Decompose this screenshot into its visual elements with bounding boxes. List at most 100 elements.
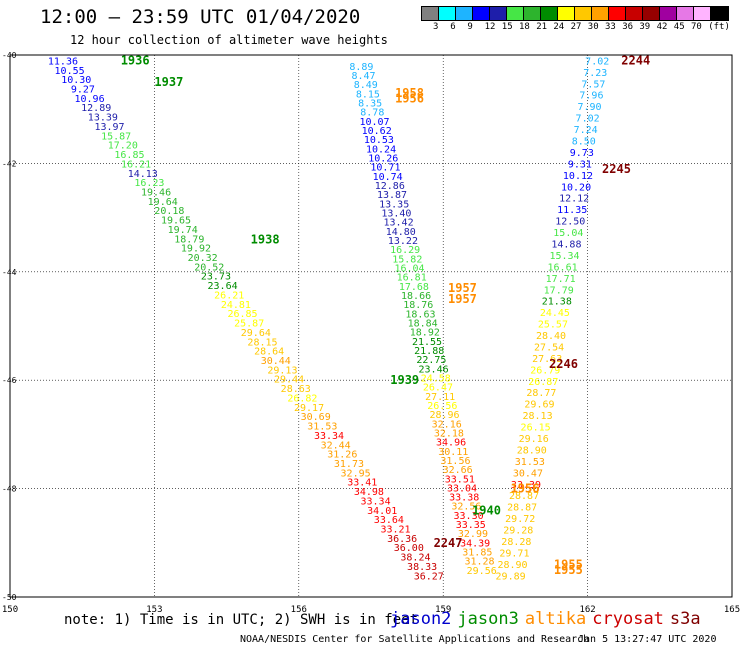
wave-height-label: 23.46 xyxy=(419,364,449,375)
wave-height-label: 19.92 xyxy=(181,244,211,255)
wave-height-label: 8.35 xyxy=(358,98,382,109)
wave-height-label: 29.16 xyxy=(519,434,549,445)
wave-height-label: 31.73 xyxy=(334,459,364,470)
wave-height-label: 19.65 xyxy=(161,216,191,227)
wave-height-label: 28.77 xyxy=(526,388,556,399)
wave-height-label: 18.92 xyxy=(410,328,440,339)
wave-height-label: 9.27 xyxy=(71,85,95,96)
wave-height-label: 23.73 xyxy=(201,272,231,283)
colorbar-tick-label: 3 xyxy=(433,22,439,32)
colorbar-swatch xyxy=(660,7,677,20)
colorbar-tick-label: 36 xyxy=(622,22,634,32)
wave-height-label: 27.63 xyxy=(532,354,562,365)
legend-item-jason3: jason3 xyxy=(457,609,519,629)
pass-number-label: 1958 xyxy=(395,86,424,100)
wave-height-label: 12.12 xyxy=(559,194,589,205)
legend-item-altika: altika xyxy=(524,609,587,629)
wave-height-label: 10.55 xyxy=(55,66,85,77)
wave-height-label: 15.87 xyxy=(101,131,131,142)
wave-height-label: 10.71 xyxy=(370,163,400,174)
colorbar-tick-label: 27 xyxy=(570,22,582,32)
wave-height-label: 28.96 xyxy=(429,410,459,421)
colorbar-tick-label: 70 xyxy=(691,22,702,32)
colorbar-swatch xyxy=(575,7,592,20)
x-tick-label: 165 xyxy=(724,605,740,615)
wave-height-label: 26.15 xyxy=(521,423,551,434)
wave-height-label: 28.87 xyxy=(507,503,537,514)
wave-height-label: 29.89 xyxy=(496,571,526,582)
wave-height-label: 9.73 xyxy=(570,148,594,159)
wave-height-label: 10.20 xyxy=(561,182,591,193)
wave-height-label: 16.23 xyxy=(134,178,164,189)
pass-number-label: 1957 xyxy=(448,281,477,295)
wave-height-label: 29.13 xyxy=(267,365,297,376)
wave-height-label: 28.15 xyxy=(247,337,277,348)
wave-height-label: 10.12 xyxy=(563,171,593,182)
pass-number-label: 2244 xyxy=(621,53,650,67)
pass-number-label: 2245 xyxy=(602,162,631,176)
wave-height-label: 33.41 xyxy=(347,478,377,489)
colorbar-swatch xyxy=(643,7,660,20)
wave-height-label: 21.38 xyxy=(542,297,572,308)
wave-height-label: 26.87 xyxy=(528,377,558,388)
wave-height-label: 33.04 xyxy=(447,483,477,494)
wave-height-label: 7.57 xyxy=(581,79,605,90)
colorbar-swatch xyxy=(626,7,643,20)
colorbar-tick-label: (ft) xyxy=(708,22,730,32)
wave-height-label: 8.47 xyxy=(352,71,376,82)
wave-height-label: 10.53 xyxy=(364,135,394,146)
wave-height-label: 29.44 xyxy=(274,375,304,386)
wave-height-label: 29.72 xyxy=(505,514,535,525)
wave-height-label: 8.78 xyxy=(360,108,384,119)
colorbar-swatch xyxy=(677,7,694,20)
wave-height-label: 17.79 xyxy=(544,285,574,296)
legend-item-cryosat: cryosat xyxy=(592,609,664,629)
wave-height-label: 27.11 xyxy=(425,392,455,403)
wave-height-label: 33.34 xyxy=(360,496,390,507)
wave-height-label: 26.47 xyxy=(423,383,453,394)
wave-height-label: 24.58 xyxy=(421,373,451,384)
wave-height-label: 29.71 xyxy=(499,548,529,559)
y-tick-label: -40 xyxy=(2,51,17,60)
wave-height-label: 13.87 xyxy=(377,190,407,201)
wave-height-label: 28.90 xyxy=(497,560,527,571)
wave-height-label: 14.88 xyxy=(551,239,581,250)
wave-height-label: 30.11 xyxy=(438,447,468,458)
wave-height-label: 10.62 xyxy=(362,126,392,137)
y-tick-label: -46 xyxy=(2,376,17,385)
pass-number-label: 1939 xyxy=(390,373,419,387)
wave-height-label: 7.24 xyxy=(574,125,598,136)
wave-height-label: 29.64 xyxy=(241,328,271,339)
legend-item-s3a: s3a xyxy=(669,609,701,629)
wave-height-label: 21.55 xyxy=(412,337,442,348)
colorbar-swatch xyxy=(711,7,728,20)
wave-height-label: 18.66 xyxy=(401,291,431,302)
wave-height-label: 28.64 xyxy=(254,347,284,358)
wave-height-label: 18.63 xyxy=(405,309,435,320)
footnote: note: 1) Time is in UTC; 2) SWH is in fe… xyxy=(64,612,419,628)
colorbar-tick-label: 21 xyxy=(536,22,548,32)
wave-height-label: 34.01 xyxy=(367,506,397,517)
satellite-legend: jason2 jason3 altika cryosat s3a xyxy=(390,609,707,629)
wave-height-label: 32.44 xyxy=(321,440,351,451)
wave-height-label: 32.56 xyxy=(451,502,481,513)
wave-height-label: 26.79 xyxy=(530,365,560,376)
wave-height-label: 32.16 xyxy=(432,419,462,430)
wave-height-label: 16.21 xyxy=(121,159,151,170)
wave-height-label: 34.98 xyxy=(354,487,384,498)
colorbar-swatch xyxy=(694,7,711,20)
colorbar-tick-label: 42 xyxy=(656,22,668,32)
colorbar-tick-label: 15 xyxy=(501,22,513,32)
wave-height-label: 22.75 xyxy=(416,355,446,366)
wave-height-label: 7.23 xyxy=(583,68,607,79)
wave-height-label: 32.66 xyxy=(443,465,473,476)
colorbar-tick-label: 45 xyxy=(673,22,685,32)
wave-height-label: 21.88 xyxy=(414,346,444,357)
wave-height-label: 14.80 xyxy=(386,227,416,238)
wave-height-label: 34.39 xyxy=(460,538,490,549)
wave-height-label: 13.40 xyxy=(381,208,411,219)
wave-height-label: 8.50 xyxy=(572,137,596,148)
wave-height-label: 7.02 xyxy=(585,56,609,67)
y-tick-label: -44 xyxy=(2,268,17,277)
pass-number-label: 1937 xyxy=(154,75,183,89)
